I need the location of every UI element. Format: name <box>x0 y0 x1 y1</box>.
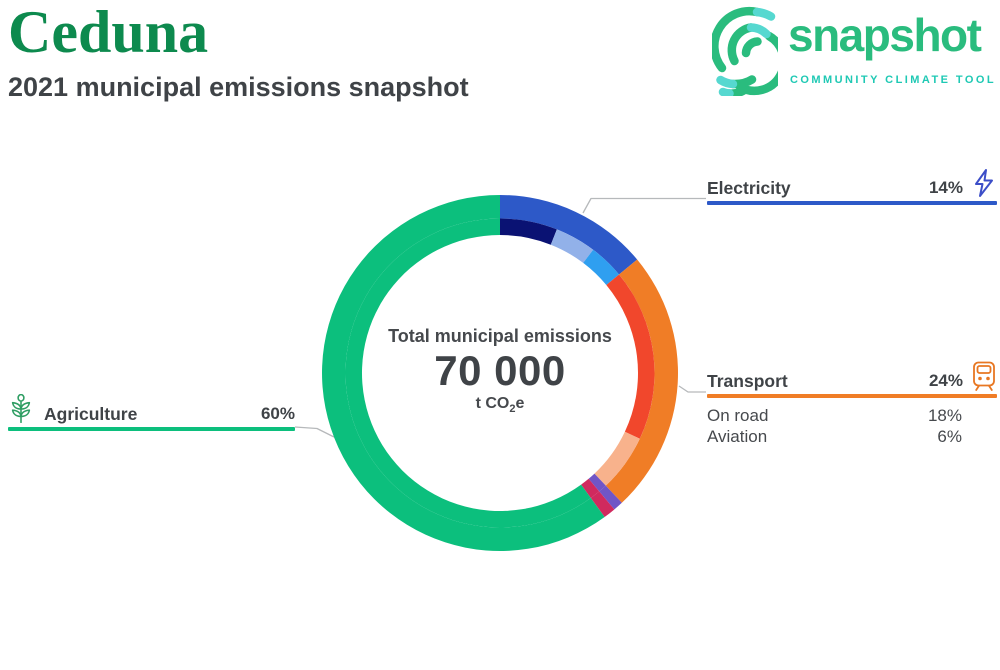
transport-label: Transport <box>707 370 788 391</box>
train-icon <box>971 361 997 391</box>
electricity-underline <box>707 201 997 205</box>
onroad-label: On road <box>707 406 769 425</box>
agriculture-callout-head: Agriculture 60% <box>8 393 295 424</box>
donut-outer-segment <box>599 485 622 510</box>
transport-percent: 24% <box>928 370 963 390</box>
donut-inner-segment-on-road <box>606 274 655 439</box>
donut-inner-segment <box>581 478 600 498</box>
electricity-label: Electricity <box>707 177 791 198</box>
transport-underline <box>707 394 997 398</box>
donut-outer-segment <box>590 491 615 518</box>
donut-center-label: Total municipal emissions <box>388 326 612 346</box>
wheat-icon <box>8 393 34 424</box>
donut-outer-segment-transport <box>605 259 679 503</box>
transport-subsectors: On road 18% Aviation 6% <box>707 406 997 446</box>
donut-inner-segment <box>345 218 591 528</box>
lightning-icon <box>971 168 997 198</box>
donut-outer-segment-electricity <box>500 195 638 275</box>
fingerprint-swirl-icon <box>712 6 778 96</box>
agriculture-callout: Agriculture 60% <box>8 393 295 431</box>
agriculture-percent: 60% <box>260 403 295 423</box>
aviation-percent: 6% <box>937 427 962 446</box>
donut-outer-segment-agriculture <box>322 195 605 551</box>
donut-inner-segment <box>550 229 594 263</box>
transport-subsector-row: Aviation 6% <box>707 427 997 446</box>
page-subtitle: 2021 municipal emissions snapshot <box>8 72 469 102</box>
logo-caption: COMMUNITY CLIMATE TOOL <box>790 74 997 86</box>
transport-callout-head: Transport 24% <box>707 361 997 391</box>
electricity-percent: 14% <box>928 177 963 197</box>
donut-inner-segment <box>588 473 606 492</box>
electricity-callout-head: Electricity 14% <box>707 168 997 198</box>
page-title: Ceduna <box>8 0 209 65</box>
donut-inner-segment <box>583 249 620 286</box>
logo-wordmark: snapshot <box>788 9 982 61</box>
agriculture-label: Agriculture <box>44 403 138 424</box>
aviation-label: Aviation <box>707 427 768 446</box>
donut-center-text: Total municipal emissions 70 000 t CO2e <box>350 326 650 415</box>
transport-callout: Transport 24% On road 18% <box>707 361 997 446</box>
donut-inner-segment <box>500 218 557 245</box>
onroad-percent: 18% <box>927 406 962 425</box>
electricity-callout: Electricity 14% <box>707 168 997 205</box>
transport-subsector-row: On road 18% <box>707 406 997 425</box>
agriculture-underline <box>8 427 295 431</box>
donut-inner-segment-aviation <box>594 431 640 486</box>
donut-center-unit: t CO2e <box>475 395 525 416</box>
emissions-donut-chart <box>322 195 679 551</box>
donut-center-value: 70 000 <box>434 347 566 394</box>
